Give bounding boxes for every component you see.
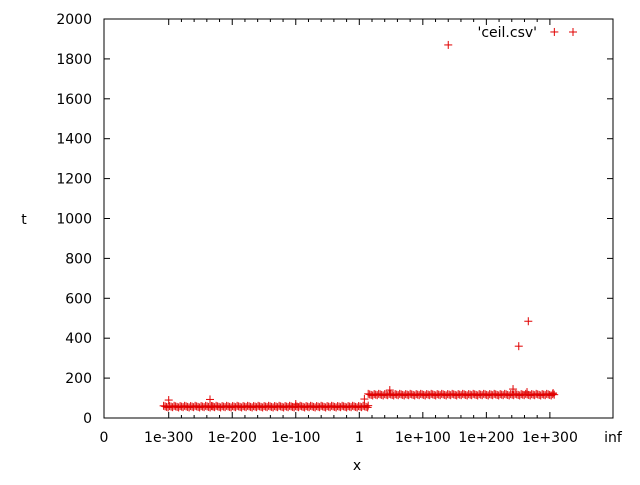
y-tick-label: 1400	[56, 132, 92, 148]
data-point	[291, 400, 300, 409]
x-tick-label: 1e-100	[271, 430, 320, 446]
x-tick-label: 1	[355, 430, 364, 446]
data-point	[523, 388, 532, 397]
data-point	[524, 317, 533, 326]
plot-border	[103, 18, 614, 419]
data-point	[206, 395, 215, 404]
x-tick-label: 0	[100, 430, 109, 446]
y-tick-label: 1000	[56, 212, 92, 228]
y-axis: 0 200 400 600 800 1000 1200 1400 1600 1800 2000	[56, 12, 613, 427]
data-point	[164, 396, 173, 405]
x-tick-label: 1e+300	[522, 430, 578, 446]
x-tick-label: 1e-200	[208, 430, 257, 446]
x-axis-label: x	[353, 458, 361, 474]
data-points	[159, 27, 559, 412]
y-tick-label: 200	[65, 371, 92, 387]
y-tick-label: 1800	[56, 52, 92, 68]
y-tick-label: 1600	[56, 92, 92, 108]
y-tick-label: 1200	[56, 172, 92, 188]
x-tick-label: 1e-300	[144, 430, 193, 446]
y-tick-label: 0	[83, 411, 92, 427]
x-tick-label: 1e+200	[458, 430, 514, 446]
x-tick-label: 1e+100	[395, 430, 451, 446]
data-point	[550, 390, 559, 399]
data-point	[385, 386, 394, 395]
y-tick-label: 400	[65, 331, 92, 347]
data-point	[364, 401, 373, 410]
y-tick-label: 2000	[56, 12, 92, 28]
data-point	[207, 402, 216, 411]
data-point	[444, 40, 453, 49]
data-point	[360, 395, 369, 404]
legend-key	[569, 28, 577, 36]
x-tick-label: inf	[604, 430, 623, 446]
legend-label: 'ceil.csv'	[477, 25, 537, 41]
data-point	[362, 402, 371, 411]
data-point	[549, 389, 558, 398]
data-point	[514, 342, 523, 351]
x-axis: 0 1e-300 1e-200 1e-100 1 1e+100 1e+200 1e+300 in…	[100, 19, 623, 446]
data-point	[363, 403, 372, 412]
y-axis-label: t	[21, 212, 27, 228]
y-tick-label: 600	[65, 291, 92, 307]
data-point	[550, 27, 559, 36]
data-point	[509, 385, 518, 394]
y-tick-label: 800	[65, 251, 92, 267]
